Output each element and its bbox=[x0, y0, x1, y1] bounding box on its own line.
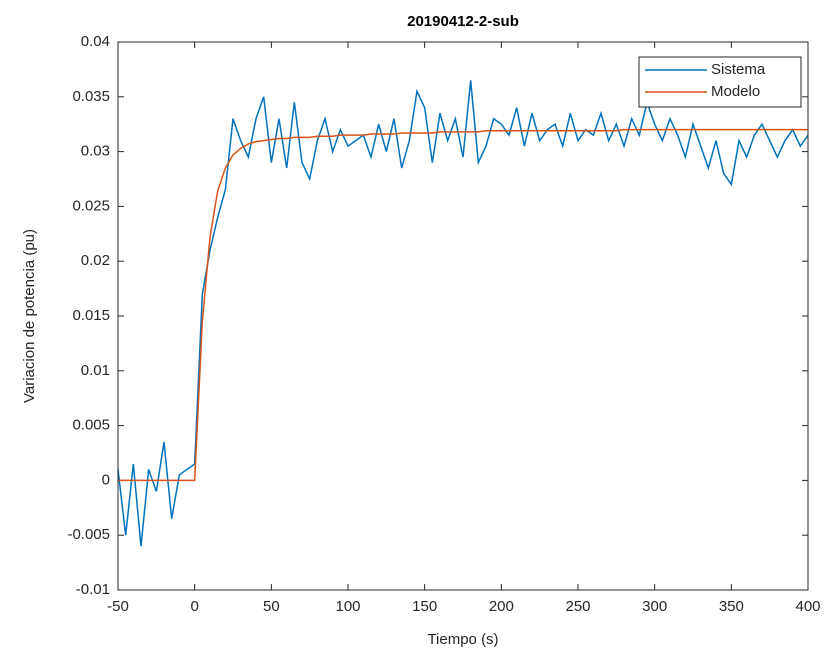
y-tick-label: -0.01 bbox=[76, 581, 110, 598]
plot-area bbox=[118, 42, 808, 590]
x-tick-label: 200 bbox=[489, 598, 514, 615]
x-tick-label: 100 bbox=[335, 598, 360, 615]
x-tick-label: 400 bbox=[795, 598, 820, 615]
y-tick-label: 0.04 bbox=[81, 33, 110, 50]
legend-label: Sistema bbox=[711, 61, 766, 78]
y-tick-label: 0.035 bbox=[72, 88, 110, 105]
x-tick-label: 50 bbox=[263, 598, 280, 615]
y-tick-label: 0.01 bbox=[81, 362, 110, 379]
y-axis-label: Variacion de potencia (pu) bbox=[21, 229, 38, 403]
x-tick-label: 250 bbox=[565, 598, 590, 615]
axes-box bbox=[117, 41, 809, 591]
x-tick-label: 350 bbox=[719, 598, 744, 615]
data-line bbox=[118, 128, 808, 482]
legend-label: Modelo bbox=[711, 83, 760, 100]
y-tick-label: 0.005 bbox=[72, 417, 110, 434]
y-tick-label: 0.025 bbox=[72, 197, 110, 214]
y-tick-label: 0 bbox=[102, 471, 110, 488]
x-tick-label: 150 bbox=[412, 598, 437, 615]
y-tick-label: -0.005 bbox=[67, 526, 110, 543]
legend-box bbox=[638, 56, 802, 108]
x-tick-label: -50 bbox=[107, 598, 129, 615]
x-axis-label: Tiempo (s) bbox=[427, 631, 498, 648]
x-tick-label: 300 bbox=[642, 598, 667, 615]
x-tick-label: 0 bbox=[190, 598, 198, 615]
y-tick-label: 0.015 bbox=[72, 307, 110, 324]
y-tick-label: 0.02 bbox=[81, 252, 110, 269]
chart-title: 20190412-2-sub bbox=[407, 13, 519, 30]
data-line bbox=[117, 80, 809, 547]
y-tick-label: 0.03 bbox=[81, 143, 110, 160]
